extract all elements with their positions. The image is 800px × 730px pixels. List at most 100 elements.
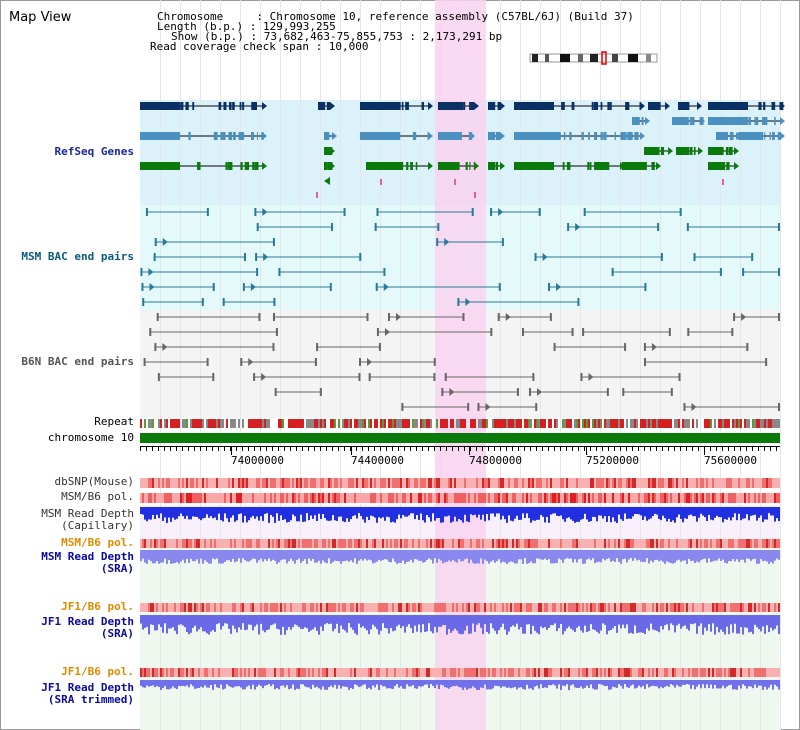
polymorphism-cell	[578, 539, 580, 548]
polymorphism-cell	[610, 478, 612, 488]
polymorphism-cell	[356, 478, 358, 488]
repeat-mark	[528, 419, 530, 428]
gene-exon	[213, 132, 218, 140]
polymorphism-cell	[394, 668, 396, 677]
read-depth-bar	[256, 507, 258, 517]
msm-bac-end	[583, 208, 586, 216]
polymorphism-cell	[572, 668, 574, 677]
polymorphism-cell	[724, 603, 726, 612]
read-depth-bar	[694, 507, 696, 517]
read-depth-bar	[226, 507, 228, 519]
read-depth-bar	[306, 550, 308, 564]
read-depth-bar	[484, 615, 486, 625]
polymorphism-cell	[666, 478, 668, 488]
polymorphism-cell	[362, 493, 364, 503]
read-depth-bar	[374, 680, 376, 688]
read-depth-bar	[342, 550, 344, 562]
read-depth-bar	[192, 680, 194, 687]
read-depth-bar	[308, 615, 310, 632]
read-depth-bar	[580, 680, 582, 687]
read-depth-bar	[602, 507, 604, 519]
read-depth-bar	[718, 680, 720, 689]
read-depth-bar	[666, 615, 668, 625]
track-label-msm-depth-sra[interactable]: MSM Read Depth	[41, 550, 134, 563]
track-label-msm-pol-1[interactable]: MSM/B6 pol.	[61, 490, 134, 503]
read-depth-bar	[740, 615, 742, 627]
polymorphism-cell	[288, 539, 290, 548]
read-depth-bar	[582, 507, 584, 519]
polymorphism-cell	[464, 478, 466, 488]
track-label-b6n-bac[interactable]: B6N BAC end pairs	[21, 355, 134, 368]
track-label-jf1-pol-2[interactable]: JF1/B6 pol.	[61, 665, 134, 678]
polymorphism-cell	[206, 478, 208, 488]
read-depth-bar	[498, 615, 500, 631]
polymorphism-cell	[716, 493, 718, 503]
track-label-jf1-pol-1[interactable]: JF1/B6 pol.	[61, 600, 134, 613]
read-depth-bar	[754, 507, 756, 515]
read-depth-bar	[188, 550, 190, 563]
track-label-refseq[interactable]: RefSeq Genes	[54, 145, 134, 158]
polymorphism-cell	[476, 478, 478, 488]
read-depth-bar	[422, 550, 424, 563]
read-depth-bar	[240, 680, 242, 688]
track-label-jf1-depth-trimmed[interactable]: JF1 Read Depth	[41, 681, 134, 694]
polymorphism-cell	[492, 603, 494, 612]
polymorphism-cell	[626, 603, 628, 612]
repeat-mark	[280, 419, 282, 428]
read-depth-bar	[474, 550, 476, 564]
polymorphism-cell	[450, 539, 452, 548]
polymorphism-cell	[474, 539, 476, 548]
repeat-mark	[726, 419, 728, 428]
polymorphism-cell	[150, 539, 152, 548]
polymorphism-cell	[606, 668, 608, 677]
read-depth-bar	[330, 507, 332, 521]
read-depth-bar	[364, 550, 366, 559]
repeat-mark	[306, 419, 308, 428]
read-depth-bar	[546, 615, 548, 630]
polymorphism-cell	[452, 603, 454, 612]
read-depth-bar	[690, 550, 692, 561]
read-depth-bar	[240, 615, 242, 630]
read-depth-bar	[480, 550, 482, 559]
repeat-mark	[524, 419, 526, 428]
read-depth-bar	[604, 615, 606, 625]
read-depth-bar	[442, 680, 444, 686]
polymorphism-cell	[338, 603, 340, 612]
track-label-jf1-depth[interactable]: JF1 Read Depth	[41, 615, 134, 628]
gene-exon	[421, 102, 425, 110]
polymorphism-cell	[502, 603, 504, 612]
polymorphism-cell	[250, 603, 252, 612]
polymorphism-cell	[562, 603, 564, 612]
track-label-msm-bac[interactable]: MSM BAC end pairs	[21, 250, 134, 263]
read-depth-bar	[260, 507, 262, 517]
read-depth-bar	[414, 615, 416, 626]
repeat-mark	[250, 419, 252, 428]
polymorphism-cell	[224, 603, 226, 612]
polymorphism-cell	[616, 603, 618, 612]
msm-bac-arrow	[556, 283, 562, 291]
read-depth-bar	[766, 680, 768, 690]
track-label-repeat[interactable]: Repeat	[94, 415, 134, 428]
info-length: Length (b.p.) : 129,993,255	[157, 20, 336, 33]
axis-tick-label: 74400000	[351, 454, 404, 467]
track-label-msm-depth-capillary[interactable]: MSM Read Depth	[41, 507, 134, 520]
read-depth-bar	[200, 615, 202, 628]
read-depth-bar	[176, 507, 178, 519]
polymorphism-cell	[632, 478, 634, 488]
read-depth-bar	[604, 680, 606, 687]
polymorphism-cell	[686, 603, 688, 612]
track-label-msm-pol-2[interactable]: MSM/B6 pol.	[61, 536, 134, 549]
polymorphism-cell	[508, 539, 510, 548]
track-label-dbsnp[interactable]: dbSNP(Mouse)	[54, 475, 134, 488]
polymorphism-cell	[776, 668, 778, 677]
read-depth-bar	[434, 680, 436, 689]
polymorphism-cell	[728, 493, 730, 503]
read-depth-bar	[748, 680, 750, 687]
polymorphism-cell	[210, 478, 212, 488]
b6n-bac-end	[731, 328, 734, 336]
polymorphism-cell	[554, 668, 556, 677]
polymorphism-cell	[354, 493, 356, 503]
repeat-mark	[740, 419, 742, 428]
read-depth-bar	[502, 507, 504, 516]
